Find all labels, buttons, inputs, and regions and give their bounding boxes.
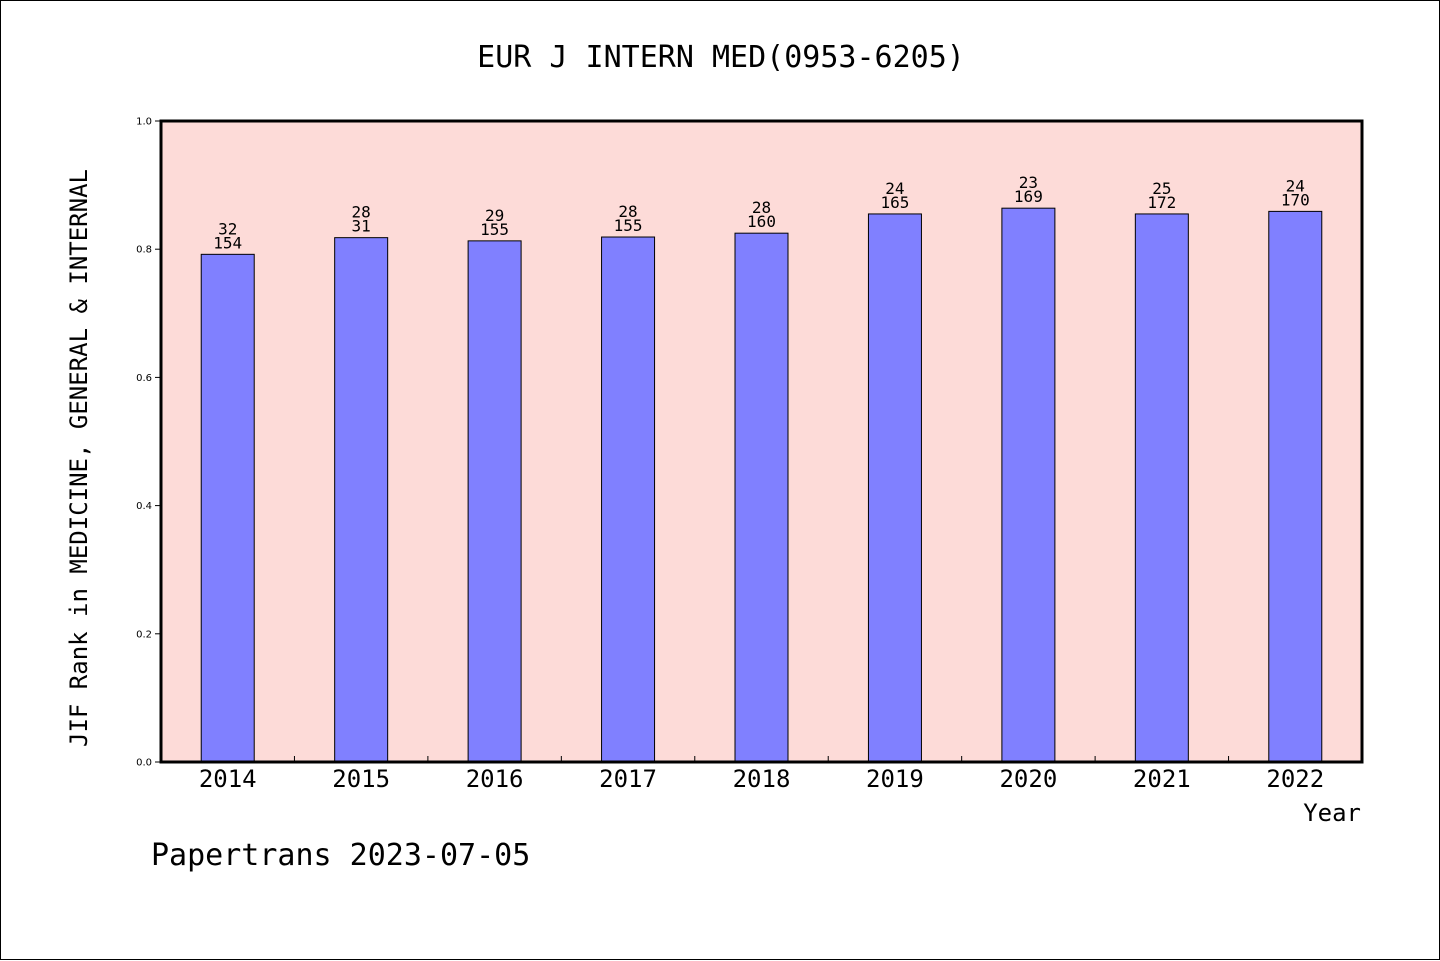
bar-label-bottom-2014: 154 (213, 233, 242, 252)
bar-label-top-2018: 28 (752, 198, 771, 217)
chart-title: EUR J INTERN MED(0953-6205) (477, 40, 965, 75)
bar-label-top-2015: 28 (352, 203, 371, 222)
bar-2014 (200, 253, 255, 763)
y-tick-label: 0.0 (136, 758, 152, 769)
y-tick-label: 1.0 (136, 117, 152, 128)
bar-2021 (1134, 213, 1189, 763)
bar-label-bottom-2021: 172 (1147, 193, 1176, 212)
bar-label-top-2014: 32 (218, 219, 237, 238)
bar-label-top-2017: 28 (618, 202, 637, 221)
bar-label-top-2020: 23 (1019, 173, 1038, 192)
bar-2015 (334, 237, 389, 763)
x-tick-label-2022: 2022 (1266, 765, 1324, 793)
x-axis-label: Year (1303, 799, 1361, 827)
bar-label-bottom-2015: 31 (352, 217, 371, 236)
x-tick-label-2017: 2017 (599, 765, 657, 793)
bar-label-bottom-2020: 169 (1014, 187, 1043, 206)
x-tick-label-2015: 2015 (332, 765, 390, 793)
x-tick-label-2016: 2016 (466, 765, 524, 793)
y-tick-label: 0.4 (136, 501, 152, 512)
x-tick-label-2020: 2020 (999, 765, 1057, 793)
bar-label-bottom-2017: 155 (614, 216, 643, 235)
plot-border (159, 119, 1364, 764)
x-tick-label-2018: 2018 (733, 765, 791, 793)
bar-label-top-2019: 24 (885, 179, 904, 198)
bar-2020 (1001, 207, 1056, 763)
bar-label-bottom-2016: 155 (480, 220, 509, 239)
footer-credit: Papertrans 2023-07-05 (151, 838, 530, 873)
bar-2022 (1268, 210, 1323, 763)
bars-group (200, 207, 1323, 763)
bar-label-bottom-2019: 165 (880, 193, 909, 212)
y-tick-label: 0.2 (136, 629, 152, 640)
bar-2018 (734, 232, 789, 763)
bar-label-top-2021: 25 (1152, 179, 1171, 198)
x-tick-label-2014: 2014 (199, 765, 257, 793)
bar-label-top-2016: 29 (485, 206, 504, 225)
y-axis-label: JIF Rank in MEDICINE, GENERAL & INTERNAL (65, 169, 93, 747)
x-axis: 2014 2015 2016 2017 2018 2019 2020 2021 2022 (199, 756, 1324, 793)
bar-label-bottom-2018: 160 (747, 212, 776, 231)
y-axis: 0.0 0.2 0.4 0.6 0.8 1.0 (136, 117, 161, 769)
bar-2019 (867, 213, 922, 763)
y-tick-label: 0.6 (136, 373, 152, 384)
x-tick-label-2019: 2019 (866, 765, 924, 793)
x-tick-label-2021: 2021 (1133, 765, 1191, 793)
bar-label-bottom-2022: 170 (1281, 190, 1310, 209)
y-tick-label: 0.8 (136, 245, 152, 256)
bar-2017 (601, 236, 656, 763)
bar-label-top-2022: 24 (1286, 176, 1305, 195)
bar-2016 (467, 240, 522, 763)
